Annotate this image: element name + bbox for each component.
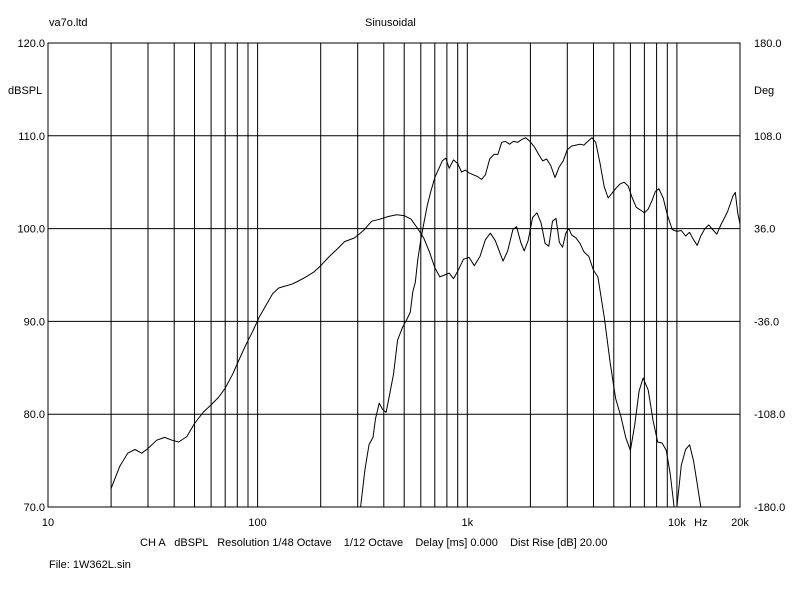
y-right-tick-label: -108.0 — [754, 409, 785, 421]
x-tick-label: Hz — [694, 517, 707, 529]
x-tick-label: 1k — [461, 517, 473, 529]
file-name-text: File: 1W362L.sin — [49, 559, 131, 571]
y-left-tick-label: 110.0 — [18, 131, 45, 143]
y-left-tick-label: 120.0 — [17, 38, 45, 50]
x-tick-label: 20k — [731, 517, 749, 529]
x-tick-label: 10 — [42, 517, 54, 529]
measurement-type-label: Sinusoidal — [365, 17, 416, 29]
curve-2 — [360, 137, 741, 508]
y-left-tick-label: 80.0 — [24, 409, 45, 421]
y-left-tick-label: 90.0 — [24, 316, 45, 328]
y-right-tick-label: -180.0 — [754, 502, 785, 514]
curve-1 — [110, 212, 675, 508]
chart-grid — [48, 43, 740, 507]
y-left-tick-label: 100.0 — [17, 224, 45, 236]
x-tick-label: 10k — [668, 517, 686, 529]
app-name-label: va7o.ltd — [49, 17, 88, 29]
y-right-tick-label: 108.0 — [754, 131, 782, 143]
y-right-tick-label: -36.0 — [754, 316, 779, 328]
curve-3 — [676, 444, 702, 508]
y-right-tick-label: 180.0 — [754, 38, 782, 50]
y-right-tick-label: 36.0 — [754, 224, 775, 236]
x-tick-label: 100 — [248, 517, 266, 529]
channel-settings-text: CH A dBSPL Resolution 1/48 Octave 1/12 O… — [140, 537, 608, 549]
y-left-tick-label: 70.0 — [24, 502, 45, 514]
y-right-axis-title: Deg — [754, 85, 774, 97]
plot-frame — [47, 42, 741, 508]
y-left-axis-title: dBSPL — [8, 85, 42, 97]
chart-labels: 120.0 110.0 100.0 90.0 80.0 70.0 180.0 108.0 36.… — [8, 38, 785, 529]
chart-curves — [110, 137, 741, 508]
